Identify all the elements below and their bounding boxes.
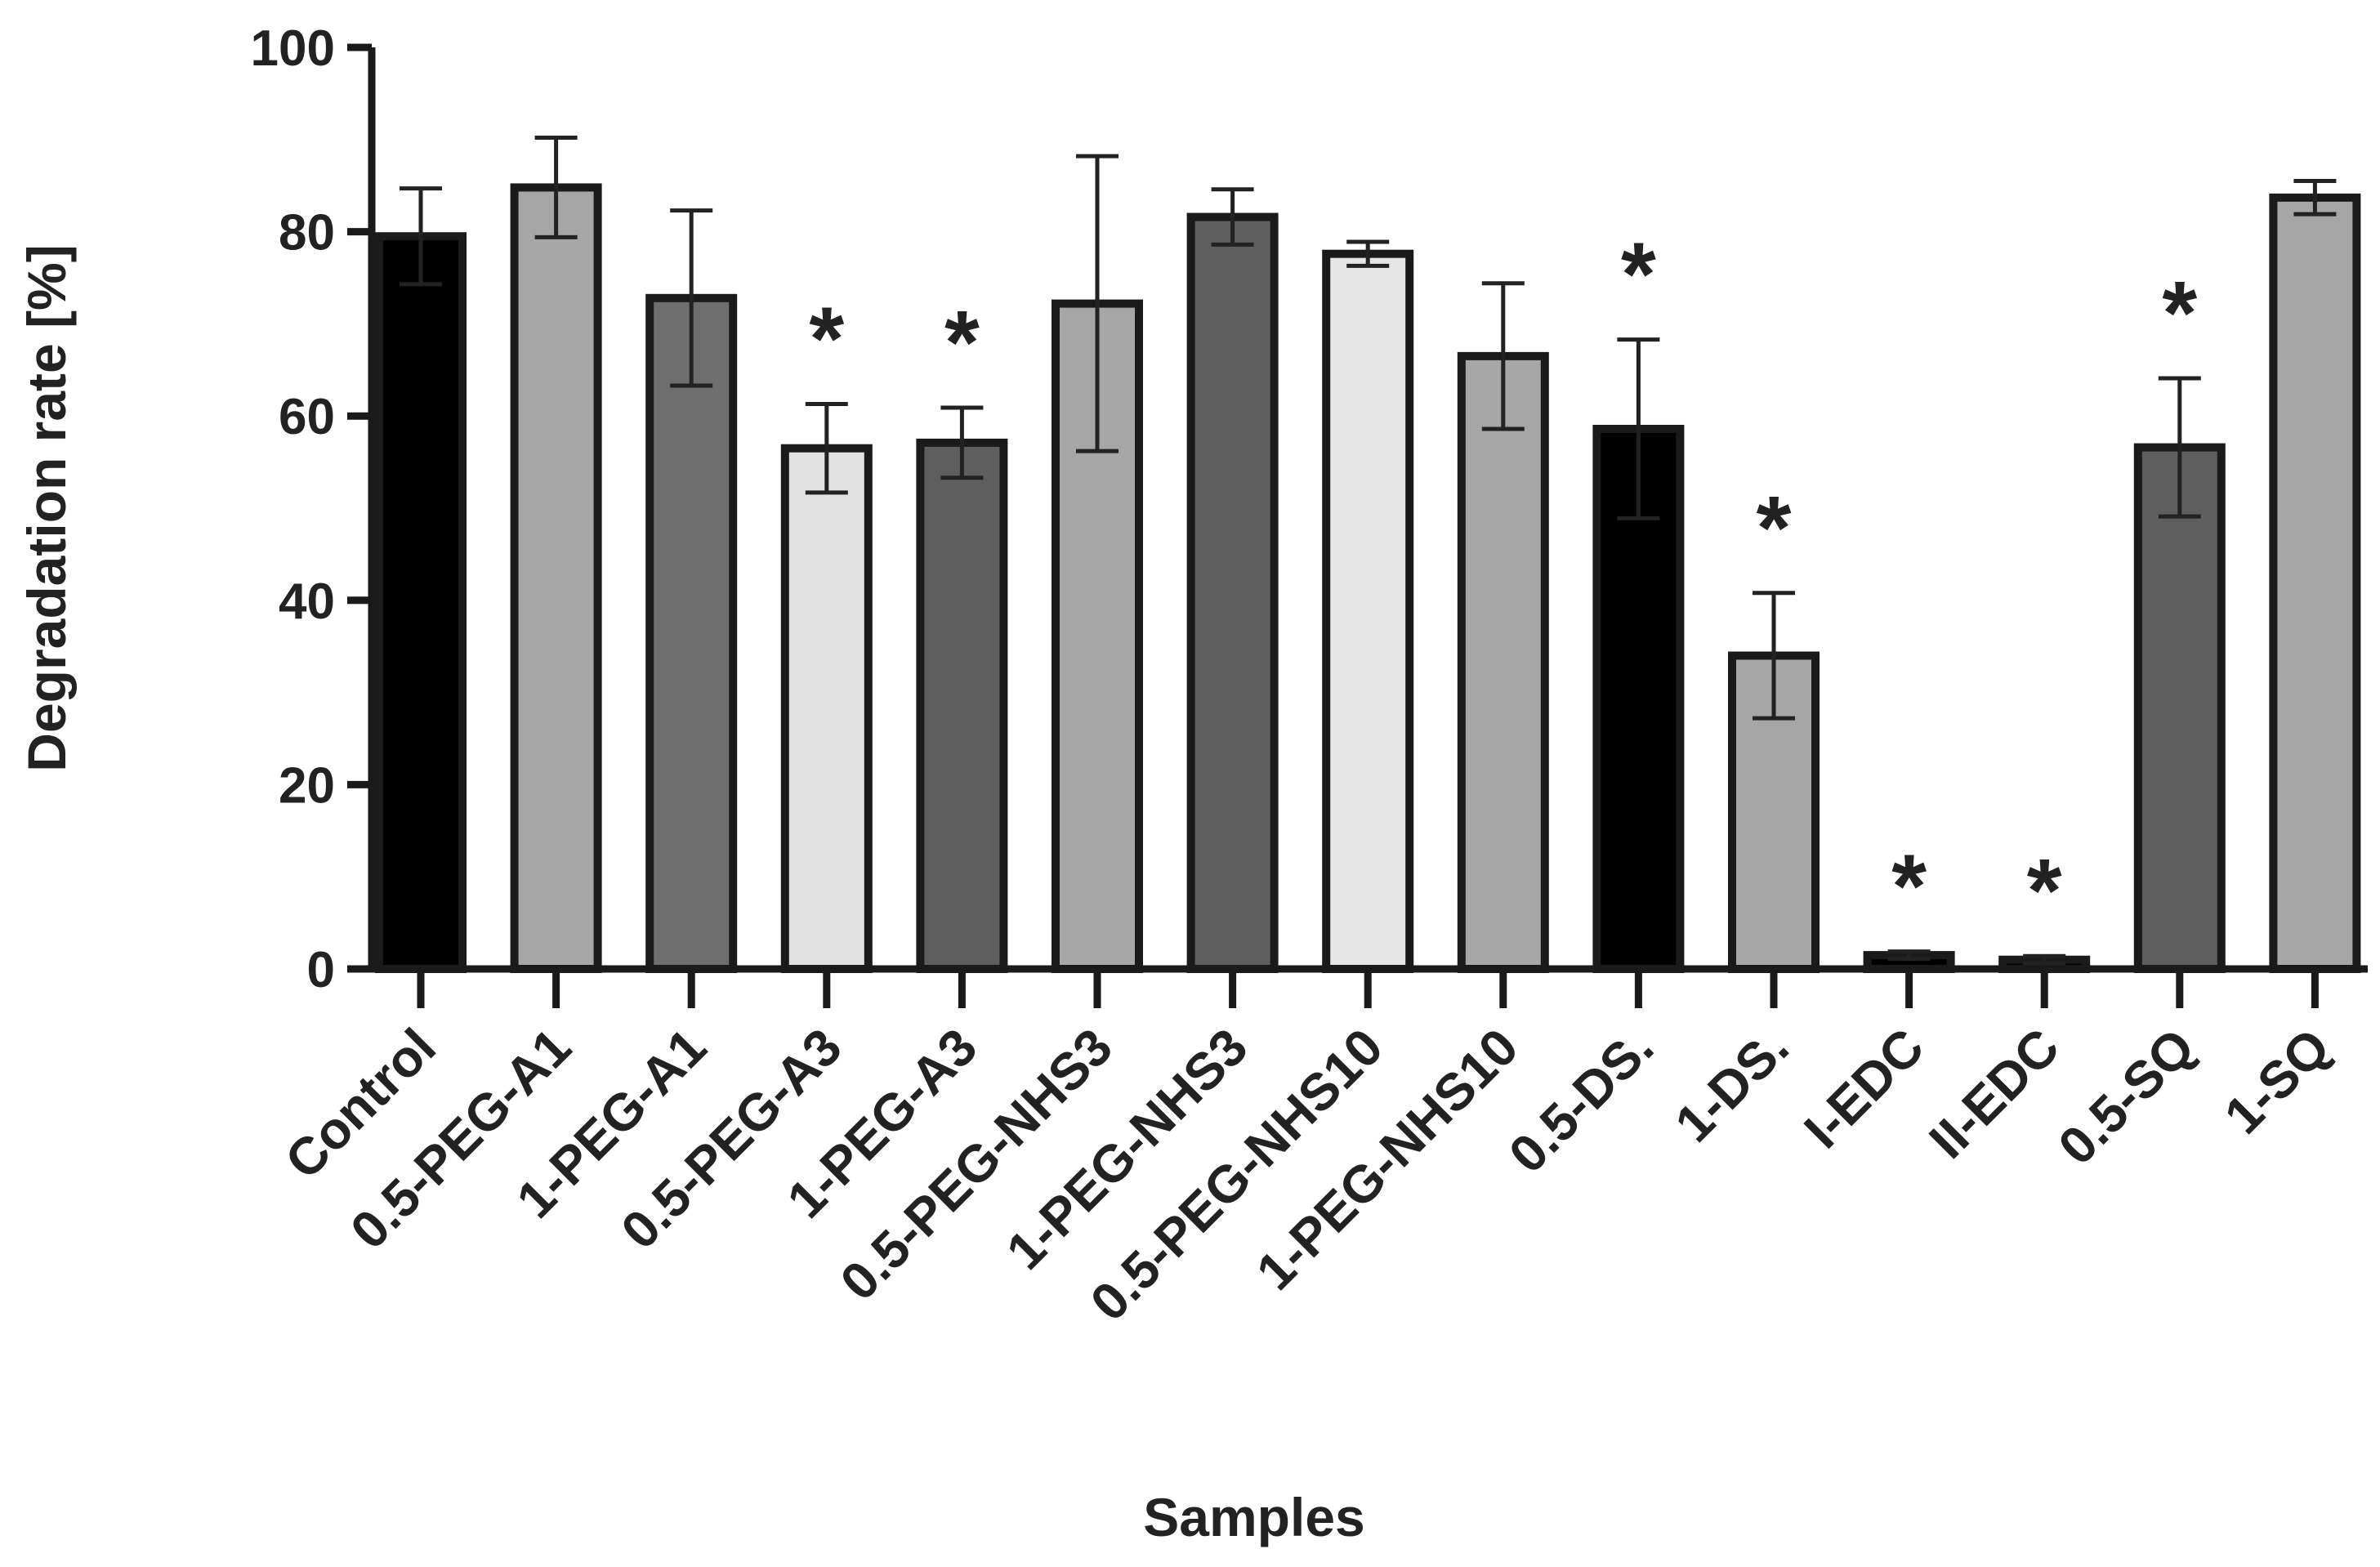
- error-bar: [940, 405, 984, 480]
- error-bar: [1076, 154, 1119, 453]
- error-bars-layer: [400, 136, 2337, 966]
- bar: [916, 438, 1008, 973]
- y-tick-label: 60: [279, 389, 335, 445]
- bar: [645, 293, 738, 974]
- error-bar: [400, 186, 442, 287]
- error-bar: [1211, 187, 1254, 247]
- error-bar: [1481, 281, 1525, 431]
- x-category-label: II-EDC: [1918, 1017, 2070, 1170]
- bar: [780, 444, 873, 973]
- bar: [1457, 351, 1549, 973]
- error-bar: [805, 402, 848, 495]
- error-bar: [534, 136, 578, 239]
- significance-marker: *: [944, 292, 980, 393]
- y-tick-label: 100: [251, 20, 335, 77]
- bar: [375, 232, 467, 973]
- y-tick-label: 20: [279, 757, 335, 814]
- error-bar: [1887, 949, 1931, 962]
- bar: [1322, 249, 1414, 973]
- error-bar: [1346, 239, 1390, 268]
- error-bar: [2293, 179, 2337, 217]
- y-axis-title: Degradation rate [%]: [16, 244, 77, 771]
- x-category-label: 1-PEG-NHS3: [995, 1017, 1259, 1281]
- bar: [1186, 212, 1279, 973]
- bar: [510, 183, 602, 973]
- x-category-label: 0.5-DS.: [1498, 1017, 1664, 1184]
- x-category-label: 1-SQ: [2213, 1017, 2342, 1145]
- significance-marker: *: [809, 289, 844, 390]
- x-ticks-layer: Control0.5-PEG-A11-PEG-A10.5-PEG-A31-PEG…: [274, 969, 2341, 1332]
- error-bar: [1617, 337, 1660, 520]
- significance-layer: * * * * * * *: [809, 225, 2197, 942]
- error-bar: [1753, 591, 1795, 721]
- y-tick-label: 80: [279, 205, 335, 261]
- x-category-label: 0.5-SQ: [2047, 1017, 2205, 1176]
- x-category-label: 1-DS.: [1663, 1017, 1800, 1154]
- x-axis-title: Samples: [1143, 1487, 1364, 1547]
- y-tick-label: 40: [279, 574, 335, 630]
- error-bar: [670, 208, 713, 388]
- significance-marker: *: [2162, 263, 2197, 364]
- bar: [2133, 443, 2226, 973]
- bar: [2269, 193, 2361, 973]
- y-tick-label: 0: [307, 942, 335, 998]
- significance-marker: *: [1891, 837, 1927, 937]
- error-bar: [2023, 953, 2066, 966]
- significance-marker: *: [2027, 841, 2062, 941]
- x-category-label: I-EDC: [1793, 1017, 1935, 1159]
- y-ticks-layer: 0 20 40 60 80 100: [251, 20, 372, 998]
- error-bar: [2158, 376, 2201, 519]
- significance-marker: *: [1621, 225, 1656, 325]
- significance-marker: *: [1757, 478, 1792, 578]
